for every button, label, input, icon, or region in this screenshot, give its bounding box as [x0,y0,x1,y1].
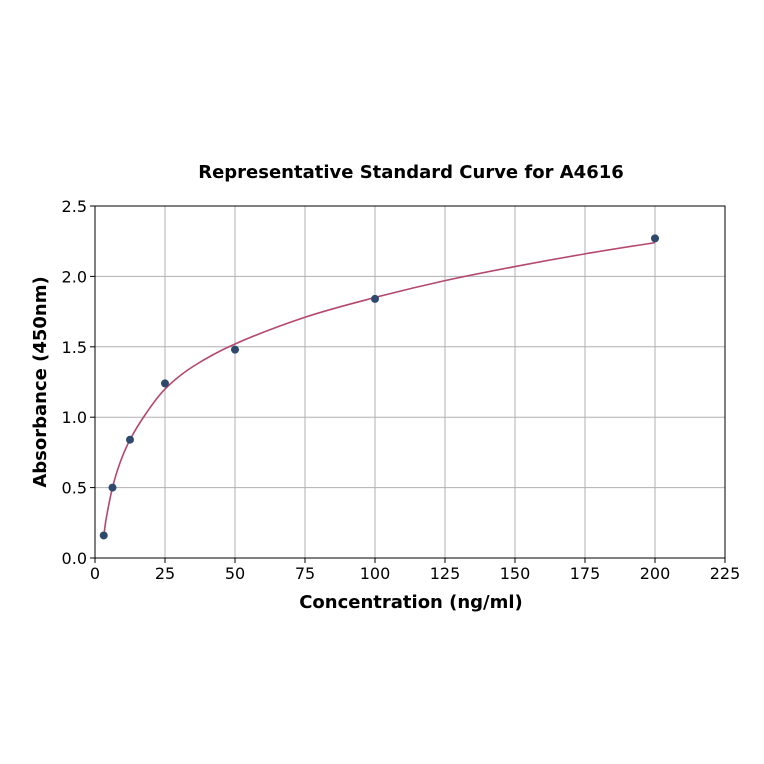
x-tick-label: 50 [225,564,245,583]
grid-lines [94,205,726,559]
y-tick-label: 1.5 [62,338,87,357]
data-point [371,294,379,303]
fit-curve [102,241,656,537]
y-axis-label: Absorbance (450nm) [30,276,51,487]
data-point [126,435,134,444]
x-tick-label: 125 [430,564,461,583]
chart-title: Representative Standard Curve for A4616 [198,162,624,183]
x-tick-label: 150 [500,564,531,583]
y-tick-label: 0.0 [62,549,87,568]
data-point [161,379,169,388]
x-tick-label: 225 [710,564,741,583]
data-point [99,531,108,540]
data-points-layer [99,234,659,540]
x-tick-label: 175 [570,564,601,583]
data-point [651,234,659,243]
data-point [108,483,117,492]
axes: 0 25 50 75 100 125 150 175 200 225 0.0 0.5 1.0 1.5 2.0… [62,197,741,583]
y-tick-label: 0.5 [62,479,87,498]
x-tick-label: 100 [360,564,391,583]
fit-curve-layer [102,241,656,537]
y-tick-label: 1.0 [62,408,87,427]
plot-frame [94,205,726,559]
x-tick-label: 0 [90,564,100,583]
x-tick-label: 25 [155,564,175,583]
y-tick-label: 2.0 [62,267,87,286]
x-tick-label: 200 [640,564,671,583]
x-tick-label: 75 [295,564,315,583]
data-point [231,345,239,354]
x-axis-label: Concentration (ng/ml) [299,592,523,613]
y-tick-label: 2.5 [62,197,87,216]
